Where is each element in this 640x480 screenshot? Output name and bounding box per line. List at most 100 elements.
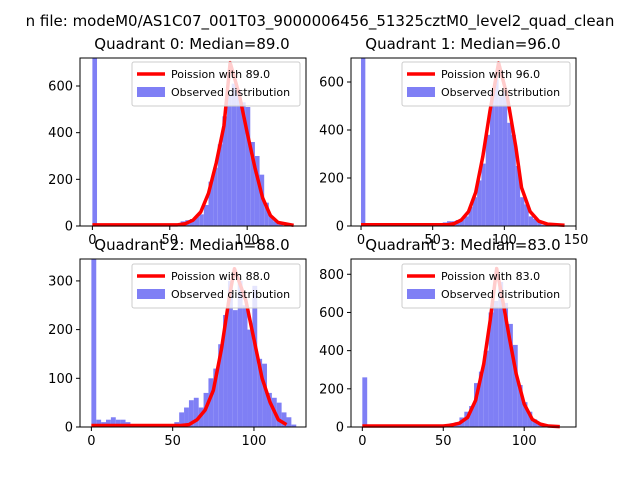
quadrant-0-title: Quadrant 0: Median=89.0: [94, 35, 289, 53]
quadrant-2-hist-bar: [247, 329, 253, 427]
quadrant-0-y-tick-label: 400: [48, 126, 73, 141]
quadrant-2-y-tick-label: 200: [48, 323, 73, 338]
quadrant-3-hist-bar: [478, 371, 484, 427]
quadrant-1-poisson-line: [361, 61, 565, 228]
quadrant-1-legend-box: [401, 61, 571, 107]
quadrant-3-legend: Poission with 83.0 Observed distribution: [401, 263, 571, 309]
quadrant-2-hist-bar: [286, 417, 292, 427]
quadrant-1-hist-bar: [490, 91, 495, 226]
quadrant-2-hist-bar: [262, 363, 267, 427]
quadrant-2-hist-bar: [91, 259, 97, 427]
quadrant-2-hist-bar: [193, 397, 199, 427]
quadrant-1-y-tick-label: 0: [336, 220, 344, 235]
quadrant-0-hist-bar: [245, 107, 251, 226]
quadrant-1-legend-label-poisson: Poission with 96.0: [441, 68, 540, 81]
quadrant-1-hist-bar: [515, 166, 521, 226]
quadrant-0-legend-label-poisson: Poission with 89.0: [171, 68, 270, 81]
quadrant-2-legend: Poission with 88.0 Observed distribution: [131, 263, 301, 309]
quadrant-0-hist-bar: [273, 221, 279, 226]
quadrant-0-plot-frame: [79, 57, 307, 227]
quadrant-3-hist-bar: [493, 301, 499, 427]
quadrant-1-x-tick-label: 0: [357, 233, 365, 248]
quadrant-2-y-tick-label: 0: [65, 421, 73, 436]
quadrant-1-y-tick-label: 400: [319, 124, 344, 139]
quadrant-2-hist-bar: [213, 368, 219, 427]
quadrant-2-poisson-line: [91, 266, 288, 428]
quadrant-2-hist-bar: [257, 358, 263, 427]
quadrant-1-title: Quadrant 1: Median=96.0: [365, 35, 560, 53]
quadrant-2-y-tick-label: 300: [48, 274, 73, 289]
quadrant-2-x-tick-label: 0: [87, 434, 95, 449]
quadrant-3-y-tick-label: 0: [336, 421, 344, 436]
quadrant-3-y-tick-label: 600: [319, 306, 344, 321]
quadrant-0-hist-bar: [250, 142, 255, 226]
quadrant-3-hist-bar: [508, 323, 513, 427]
quadrant-0-poisson-line: [92, 60, 294, 228]
quadrant-3-x-tick-label: 0: [358, 434, 366, 449]
quadrant-2-hist-bar: [242, 305, 248, 427]
quadrant-0-hist-bar: [227, 95, 232, 226]
quadrant-2-hist-bar: [188, 400, 194, 427]
quadrant-2-hist-bar: [281, 412, 287, 427]
quadrant-3-y-tick-label: 400: [319, 344, 344, 359]
quadrant-0-legend: Poission with 89.0 Observed distribution: [131, 61, 301, 107]
quadrant-0-axes: 0 50 100 0 200 400 600: [48, 57, 307, 248]
quadrant-3-hist-bar: [488, 312, 494, 427]
quadrant-1-hist-bar: [481, 163, 486, 226]
quadrant-2-legend-box: [131, 263, 301, 309]
quadrant-3-legend-label-observed: Observed distribution: [441, 288, 560, 301]
quadrant-2-hist-bar: [179, 412, 185, 427]
quadrant-1-x-tick-label: 100: [492, 233, 517, 248]
quadrant-0-hist-bar: [208, 181, 214, 226]
quadrant-1-x-tick-label: 150: [564, 233, 589, 248]
quadrant-3-y-tick-label: 800: [319, 268, 344, 283]
quadrant-0-hist-bar: [194, 216, 200, 226]
quadrant-2-y-tick-label: 100: [48, 372, 73, 387]
quadrant-0-panel: Quadrant 0: Median=89.0 0 50 100 0 200 400 600…: [48, 35, 307, 248]
quadrant-3-hist-bar: [517, 385, 523, 427]
quadrant-1-hist-bar: [533, 218, 538, 226]
quadrant-1-hist-bar: [498, 96, 503, 227]
quadrant-0-bars: [92, 58, 283, 226]
quadrant-1-hist-bar: [511, 134, 516, 226]
quadrant-1-hist-bar: [502, 91, 508, 226]
quadrant-1-plot-frame: [350, 57, 577, 227]
quadrant-2-title: Quadrant 2: Median=88.0: [94, 236, 289, 254]
quadrant-0-x-tick-label: 50: [162, 233, 179, 248]
quadrant-0-hist-bar: [199, 214, 204, 226]
quadrant-1-bars: [361, 58, 546, 227]
quadrant-2-hist-bar: [223, 315, 228, 427]
quadrant-1-hist-bar: [464, 216, 469, 226]
quadrant-3-hist-bar: [362, 377, 368, 427]
quadrant-0-y-tick-label: 0: [65, 220, 73, 235]
quadrant-2-hist-bar: [208, 378, 214, 427]
quadrant-2-hist-bar: [266, 392, 272, 427]
quadrant-0-hist-bar: [264, 202, 269, 226]
quadrant-2-hist-bar: [120, 419, 126, 427]
quadrant-1-legend-bar-swatch: [407, 87, 435, 97]
quadrant-3-hist-bar: [503, 302, 509, 427]
quadrant-0-y-tick-label: 600: [48, 80, 73, 95]
quadrant-2-x-tick-label: 50: [164, 434, 181, 449]
quadrant-2-hist-bar: [291, 424, 297, 427]
quadrant-1-axes: 0 50 100 150 0 200 400 600: [319, 57, 589, 248]
quadrant-2-plot-frame: [79, 258, 307, 428]
quadrant-3-axes: 0 50 100 0 200 400 600 800: [319, 258, 577, 449]
quadrant-0-x-tick-label: 0: [88, 233, 96, 248]
quadrant-3-hist-bar: [532, 419, 538, 427]
quadrant-1-hist-bar: [361, 58, 366, 226]
quadrant-0-hist-bar: [189, 219, 195, 226]
quadrant-3-bars: [362, 281, 552, 427]
quadrant-3-legend-label-poisson: Poission with 83.0: [441, 270, 540, 283]
quadrant-2-legend-label-observed: Observed distribution: [171, 288, 290, 301]
quadrant-3-title: Quadrant 3: Median=83.0: [365, 236, 560, 254]
quadrant-2-hist-bar: [106, 419, 111, 427]
quadrant-0-legend-bar-swatch: [137, 87, 165, 97]
quadrant-3-plot-frame: [350, 258, 577, 428]
quadrant-0-hist-bar: [222, 116, 228, 226]
quadrant-3-panel: Quadrant 3: Median=83.0 0 50 100 0 200 400 600…: [319, 236, 577, 449]
quadrant-3-hist-bar: [498, 281, 504, 427]
figure-suptitle: n file: modeM0/AS1C07_001T03_9000006456_…: [26, 12, 615, 31]
quadrant-2-hist-bar: [232, 310, 238, 427]
